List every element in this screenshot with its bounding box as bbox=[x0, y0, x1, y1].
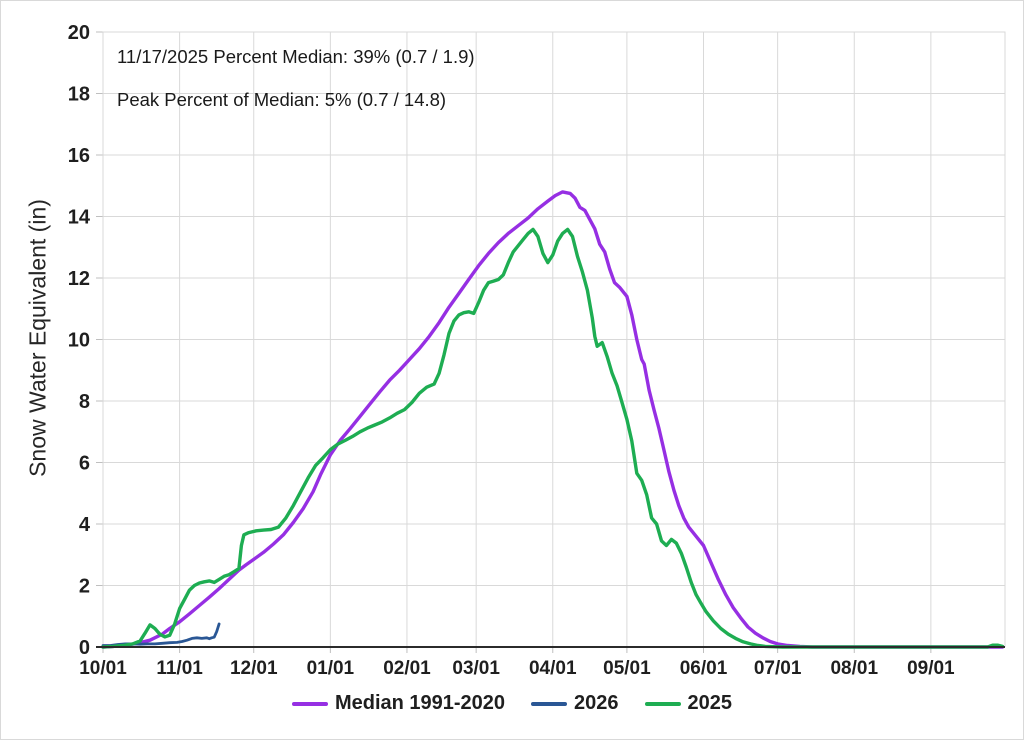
x-tick-label: 05/01 bbox=[603, 658, 651, 679]
year-2025-line-swatch-icon bbox=[644, 701, 681, 706]
x-tick-label: 10/01 bbox=[79, 658, 127, 679]
y-tick-label: 18 bbox=[68, 84, 90, 106]
y-tick-label: 2 bbox=[79, 576, 90, 598]
legend-label-2025: 2025 bbox=[687, 692, 733, 714]
annotation-percent-median: 11/17/2025 Percent Median: 39% (0.7 / 1.… bbox=[117, 46, 475, 67]
x-tick-label: 09/01 bbox=[907, 658, 955, 679]
x-tick-label: 03/01 bbox=[452, 658, 500, 679]
y-tick-label: 12 bbox=[68, 268, 90, 290]
legend-label-median: Median 1991-2020 bbox=[334, 692, 506, 714]
x-tick-label: 02/01 bbox=[383, 658, 431, 679]
median-line-swatch-icon bbox=[291, 701, 328, 706]
y-axis-title: Snow Water Equivalent (in) bbox=[24, 199, 51, 477]
y-tick-label: 0 bbox=[79, 637, 90, 659]
y-tick-label: 14 bbox=[68, 207, 91, 229]
plot-border bbox=[102, 31, 1006, 647]
y-tick-label: 6 bbox=[79, 453, 90, 475]
x-tick-label: 06/01 bbox=[680, 658, 728, 679]
legend-label-2026: 2026 bbox=[574, 692, 619, 714]
legend-item-median: Median 1991-2020 bbox=[291, 692, 506, 715]
2025-line bbox=[101, 227, 1005, 649]
y-tick-label: 4 bbox=[79, 514, 91, 536]
chart-legend: Median 1991-2020 2026 2025 bbox=[0, 692, 1024, 715]
y-tick-label: 20 bbox=[68, 22, 90, 44]
y-tick-label: 10 bbox=[68, 330, 90, 352]
year-2026-line-swatch-icon bbox=[531, 701, 568, 706]
legend-item-2025: 2025 bbox=[644, 692, 733, 715]
x-tick-label: 07/01 bbox=[754, 658, 802, 679]
x-tick-label: 11/01 bbox=[156, 658, 203, 679]
x-tick-label: 04/01 bbox=[529, 658, 577, 679]
y-tick-label: 16 bbox=[68, 145, 90, 167]
annotation-peak-percent: Peak Percent of Median: 5% (0.7 / 14.8) bbox=[117, 89, 447, 110]
median-1991-2020-line bbox=[101, 190, 1005, 649]
legend-item-2026: 2026 bbox=[531, 692, 619, 715]
x-tick-label: 01/01 bbox=[307, 658, 355, 679]
y-tick-label: 8 bbox=[79, 391, 90, 413]
x-tick-label: 12/01 bbox=[230, 658, 278, 679]
x-tick-label: 08/01 bbox=[830, 658, 878, 679]
